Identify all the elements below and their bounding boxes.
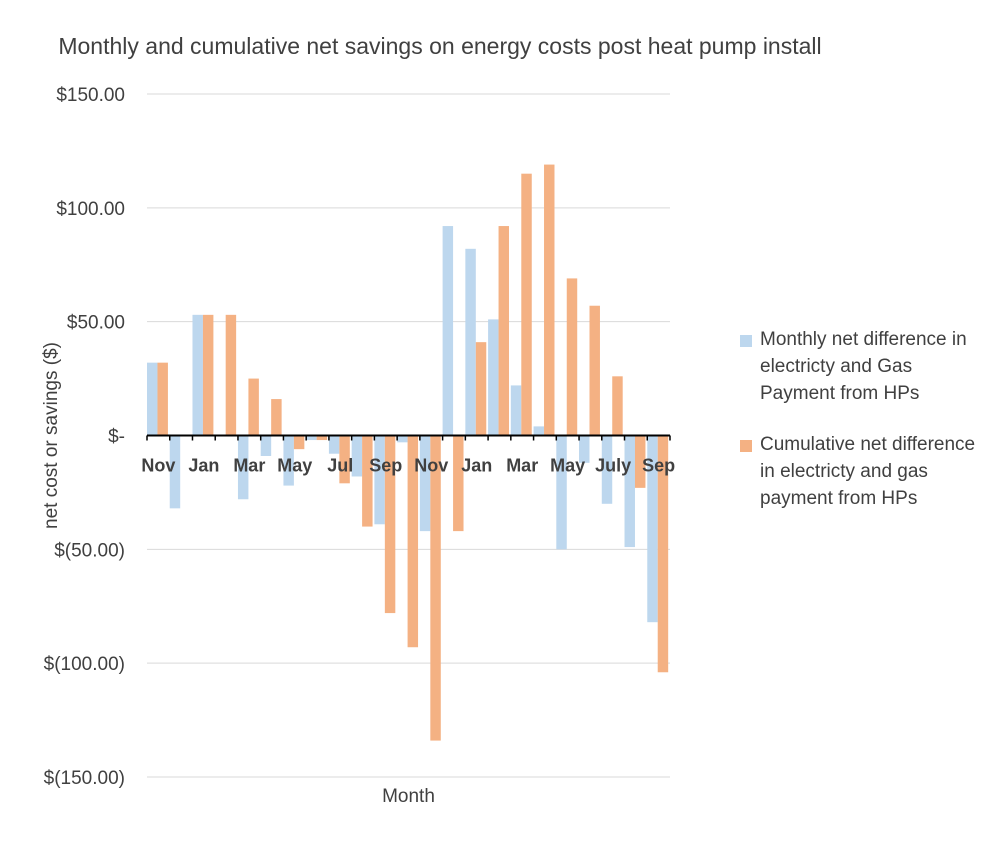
x-tick-label: Jul bbox=[327, 456, 353, 476]
bar-monthly[interactable] bbox=[465, 248, 476, 436]
bar-cumulative[interactable] bbox=[566, 278, 578, 436]
bar-monthly[interactable] bbox=[579, 435, 590, 463]
bar-cumulative[interactable] bbox=[248, 378, 259, 436]
bar-monthly[interactable] bbox=[624, 435, 635, 548]
bar-cumulative[interactable] bbox=[521, 173, 532, 436]
bar-cumulative[interactable] bbox=[362, 435, 373, 527]
bar-cumulative[interactable] bbox=[339, 435, 350, 484]
bar-cumulative[interactable] bbox=[271, 399, 282, 436]
bar-monthly[interactable] bbox=[397, 435, 408, 443]
bar-monthly[interactable] bbox=[533, 426, 545, 436]
bar-monthly[interactable] bbox=[192, 314, 203, 436]
x-tick-label: Nov bbox=[141, 456, 175, 476]
x-tick-label: Sep bbox=[369, 456, 402, 476]
y-axis-label: net cost or savings ($) bbox=[41, 342, 62, 529]
legend-swatch-cumulative bbox=[740, 440, 752, 452]
x-tick-label: Mar bbox=[506, 456, 538, 476]
bar-cumulative[interactable] bbox=[612, 376, 623, 436]
x-tick-label: Jan bbox=[461, 456, 492, 476]
bar-cumulative[interactable] bbox=[634, 435, 646, 488]
x-tick-label: May bbox=[277, 456, 312, 476]
bars bbox=[147, 164, 669, 741]
bar-monthly[interactable] bbox=[488, 319, 499, 436]
bar-cumulative[interactable] bbox=[657, 435, 669, 673]
bar-monthly[interactable] bbox=[601, 435, 613, 504]
bar-cumulative[interactable] bbox=[157, 362, 168, 436]
bar-monthly[interactable] bbox=[442, 226, 454, 436]
bar-monthly[interactable] bbox=[510, 385, 522, 436]
axes bbox=[146, 434, 671, 441]
legend-item-monthly[interactable]: Monthly net difference in electricty and… bbox=[740, 326, 990, 407]
bar-cumulative[interactable] bbox=[293, 435, 305, 450]
x-tick-label: July bbox=[595, 456, 631, 476]
legend-swatch-monthly bbox=[740, 335, 752, 347]
bar-cumulative[interactable] bbox=[407, 435, 419, 648]
y-tick-label: $150.00 bbox=[56, 85, 125, 106]
legend-label-monthly: Monthly net difference in electricty and… bbox=[760, 329, 967, 404]
bar-monthly[interactable] bbox=[260, 435, 272, 456]
bar-cumulative[interactable] bbox=[498, 226, 510, 436]
legend-item-cumulative[interactable]: Cumulative net difference in electricty … bbox=[740, 431, 990, 512]
bar-cumulative[interactable] bbox=[202, 314, 214, 436]
bar-cumulative[interactable] bbox=[384, 435, 396, 614]
bar-monthly[interactable] bbox=[283, 435, 294, 486]
x-tick-label: Nov bbox=[414, 456, 448, 476]
labels: $150.00 $100.00 $50.00 $- $(50.00) $(100.00) $… bbox=[41, 85, 675, 807]
bar-monthly[interactable] bbox=[328, 435, 340, 454]
y-tick-label: $100.00 bbox=[56, 199, 125, 220]
bar-cumulative[interactable] bbox=[430, 435, 441, 741]
chart-title: Monthly and cumulative net savings on en… bbox=[58, 33, 822, 59]
bar-cumulative[interactable] bbox=[316, 435, 328, 441]
bar-monthly[interactable] bbox=[374, 435, 385, 525]
bar-monthly[interactable] bbox=[419, 435, 431, 532]
x-tick-label: Mar bbox=[233, 456, 265, 476]
bar-cumulative[interactable] bbox=[225, 314, 237, 436]
x-tick-label: Jan bbox=[188, 456, 219, 476]
legend: Monthly net difference in electricty and… bbox=[740, 326, 990, 536]
y-tick-label: $50.00 bbox=[67, 313, 125, 334]
y-tick-label: $(50.00) bbox=[54, 540, 125, 561]
bar-cumulative[interactable] bbox=[475, 342, 487, 436]
y-tick-label: $- bbox=[108, 427, 125, 448]
y-tick-label: $(150.00) bbox=[44, 768, 125, 789]
y-tick-label: $(100.00) bbox=[44, 654, 125, 675]
x-axis-label: Month bbox=[382, 786, 435, 807]
bar-cumulative[interactable] bbox=[589, 305, 600, 436]
bar-monthly[interactable] bbox=[647, 435, 658, 623]
bar-monthly[interactable] bbox=[306, 435, 317, 441]
legend-label-cumulative: Cumulative net difference in electricty … bbox=[760, 434, 976, 509]
bar-monthly[interactable] bbox=[169, 435, 181, 509]
bar-monthly[interactable] bbox=[351, 435, 363, 477]
bar-monthly[interactable] bbox=[556, 435, 567, 550]
x-tick-label: May bbox=[550, 456, 585, 476]
x-tick-label: Sep bbox=[642, 456, 675, 476]
bar-cumulative[interactable] bbox=[544, 164, 555, 436]
bar-monthly[interactable] bbox=[147, 362, 158, 436]
bar-monthly[interactable] bbox=[237, 435, 249, 500]
bar-cumulative[interactable] bbox=[453, 435, 464, 532]
